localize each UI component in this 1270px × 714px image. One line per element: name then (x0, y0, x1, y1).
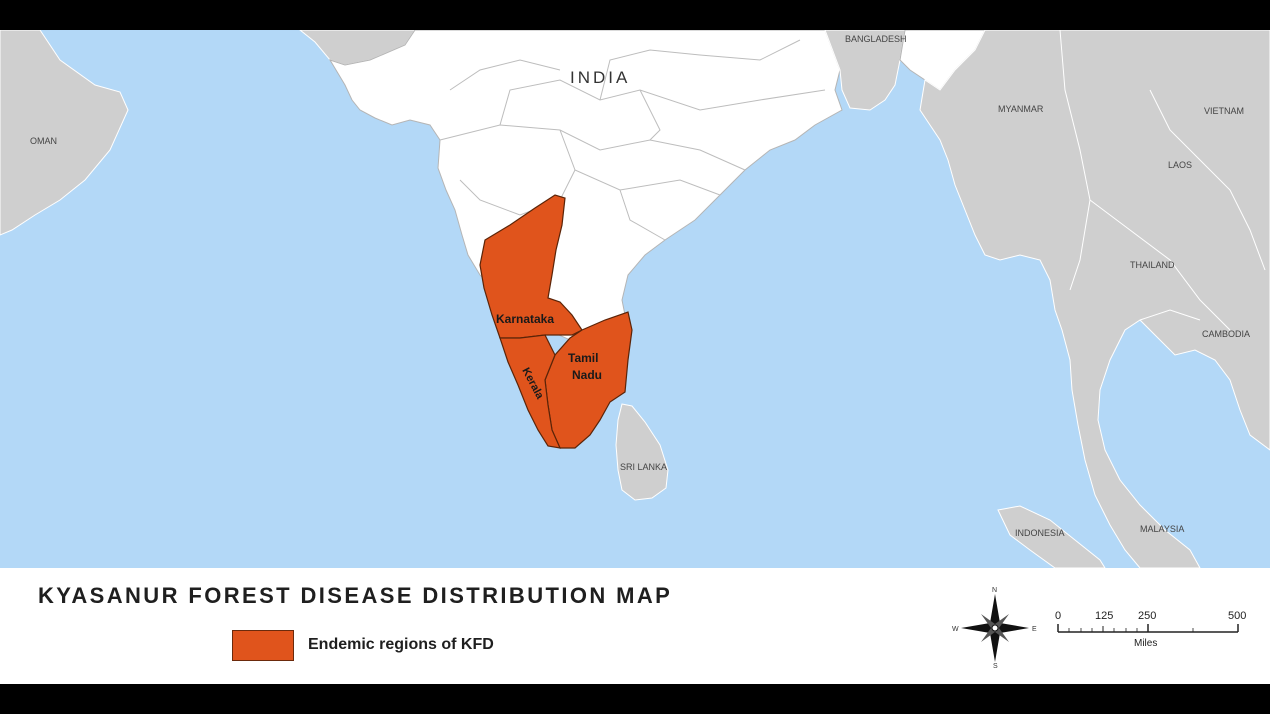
label-myanmar: MYANMAR (998, 104, 1044, 114)
endemic-legend-swatch (232, 630, 294, 661)
scale-bar: 0 125 250 500 Miles (1055, 610, 1246, 649)
map-svg: INDIA BANGLADESH OMAN MYANMAR VIETNAM LA… (0, 30, 1270, 568)
label-laos: LAOS (1168, 160, 1192, 170)
label-nadu: Nadu (572, 368, 602, 382)
label-india: INDIA (570, 68, 630, 87)
compass-n: N (992, 587, 997, 594)
map-area: INDIA BANGLADESH OMAN MYANMAR VIETNAM LA… (0, 30, 1270, 568)
label-bangladesh: BANGLADESH (845, 34, 907, 44)
southeast-asia-borders (1059, 30, 1266, 331)
kerala-region (499, 334, 562, 449)
top-letterbox (0, 0, 1270, 30)
label-indonesia: INDONESIA (1015, 528, 1065, 538)
india-state-borders (439, 39, 826, 241)
bottom-letterbox (0, 684, 1270, 714)
compass-w: W (952, 626, 959, 633)
indonesia-landmass (997, 505, 1106, 568)
southeast-asia-landmass (919, 30, 1270, 568)
oman-landmass (0, 30, 129, 236)
karnataka-region (479, 194, 583, 339)
label-tamil: Tamil (568, 351, 598, 365)
scale-tick-250: 250 (1138, 610, 1156, 622)
scale-tick-125: 125 (1095, 610, 1113, 622)
map-title: KYASANUR FOREST DISEASE DISTRIBUTION MAP (38, 583, 673, 608)
scale-unit: Miles (1134, 638, 1157, 649)
label-karnataka: Karnataka (496, 312, 554, 326)
label-vietnam: VIETNAM (1204, 106, 1244, 116)
label-sri-lanka: SRI LANKA (620, 462, 667, 472)
endemic-legend-label: Endemic regions of KFD (308, 636, 494, 653)
label-cambodia: CAMBODIA (1202, 329, 1250, 339)
scale-tick-500: 500 (1228, 610, 1246, 622)
label-thailand: THAILAND (1130, 260, 1175, 270)
legend-panel: KYASANUR FOREST DISEASE DISTRIBUTION MAP… (0, 568, 1270, 684)
compass-e: E (1032, 626, 1037, 633)
sri-lanka-landmass (615, 403, 669, 501)
compass-s: S (993, 663, 998, 668)
compass-rose-icon: N S E W (952, 587, 1037, 668)
scale-tick-0: 0 (1055, 610, 1061, 622)
label-malaysia: MALAYSIA (1140, 524, 1184, 534)
label-oman: OMAN (30, 136, 57, 146)
